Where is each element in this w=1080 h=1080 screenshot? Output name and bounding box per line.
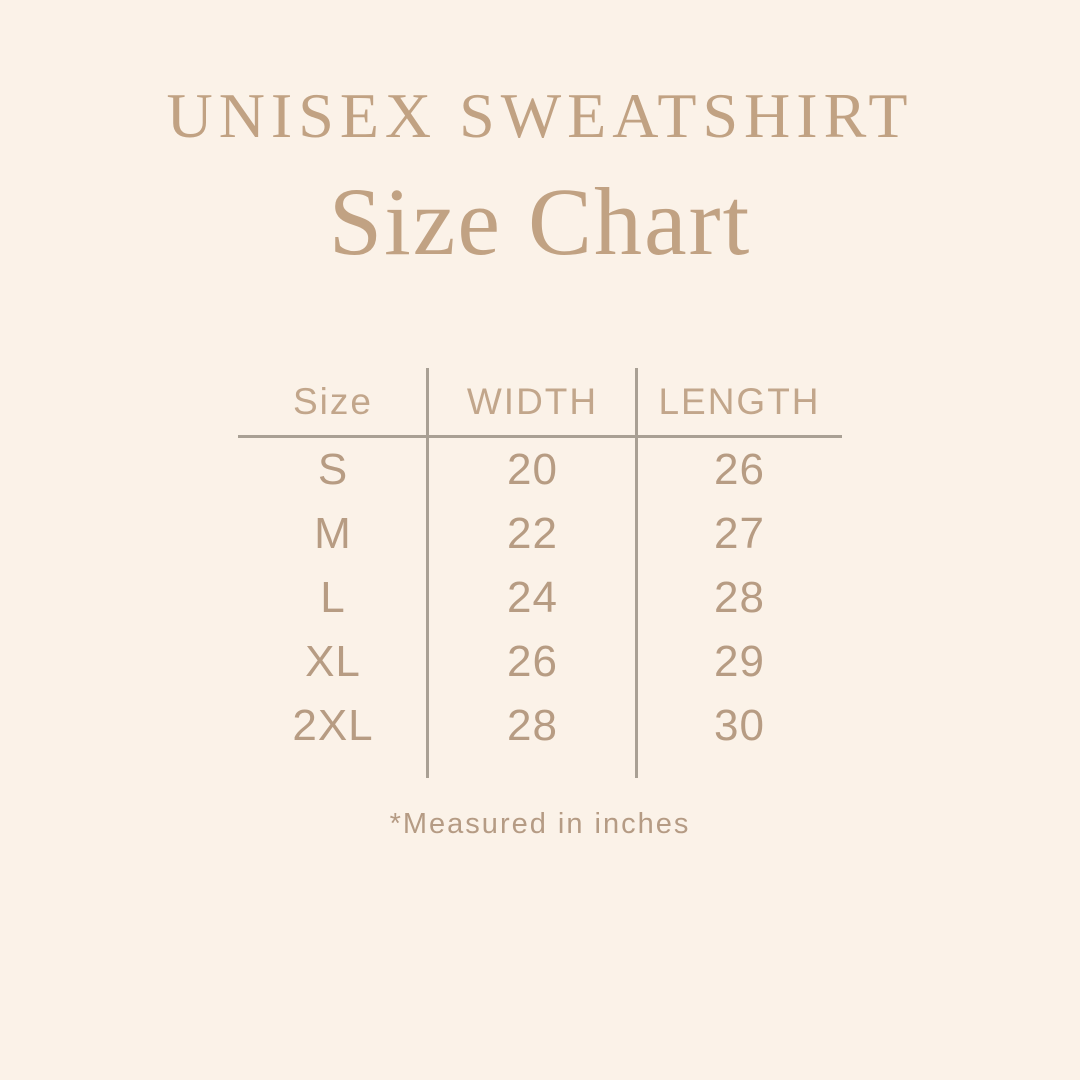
header: UNISEX SWEATSHIRT Size Chart [0,0,1080,270]
footnote: *Measured in inches [389,808,691,840]
size-label: M [314,509,352,558]
width-value: 20 [507,445,558,494]
page-subtitle: Size Chart [328,168,752,275]
page-title: UNISEX SWEATSHIRT [166,80,914,151]
table-header-row: Size WIDTH LENGTH [238,368,842,435]
size-label: L [320,573,346,622]
length-value: 26 [714,445,765,494]
column-header-width: WIDTH [466,380,599,422]
table-row-s: S 20 26 [238,438,842,502]
table-row-2xl: 2XL 28 30 [238,694,842,758]
table-row-l: L 24 28 [238,566,842,630]
size-label: XL [305,637,361,686]
column-header-size: Size [293,380,373,422]
size-label: 2XL [292,701,374,750]
length-value: 29 [714,637,765,686]
table-row-xl: XL 26 29 [238,630,842,694]
width-value: 26 [507,637,558,686]
length-value: 28 [714,573,765,622]
table-row-m: M 22 27 [238,502,842,566]
column-divider-2 [635,368,638,778]
length-value: 30 [714,701,765,750]
header-divider [238,435,842,438]
size-label: S [317,445,349,494]
column-header-length: LENGTH [658,380,821,422]
size-table: Size WIDTH LENGTH S 20 26 M 22 27 L 24 2… [238,368,842,778]
width-value: 24 [507,573,558,622]
column-divider-1 [426,368,429,778]
width-value: 22 [507,509,558,558]
width-value: 28 [507,701,558,750]
length-value: 27 [714,509,765,558]
